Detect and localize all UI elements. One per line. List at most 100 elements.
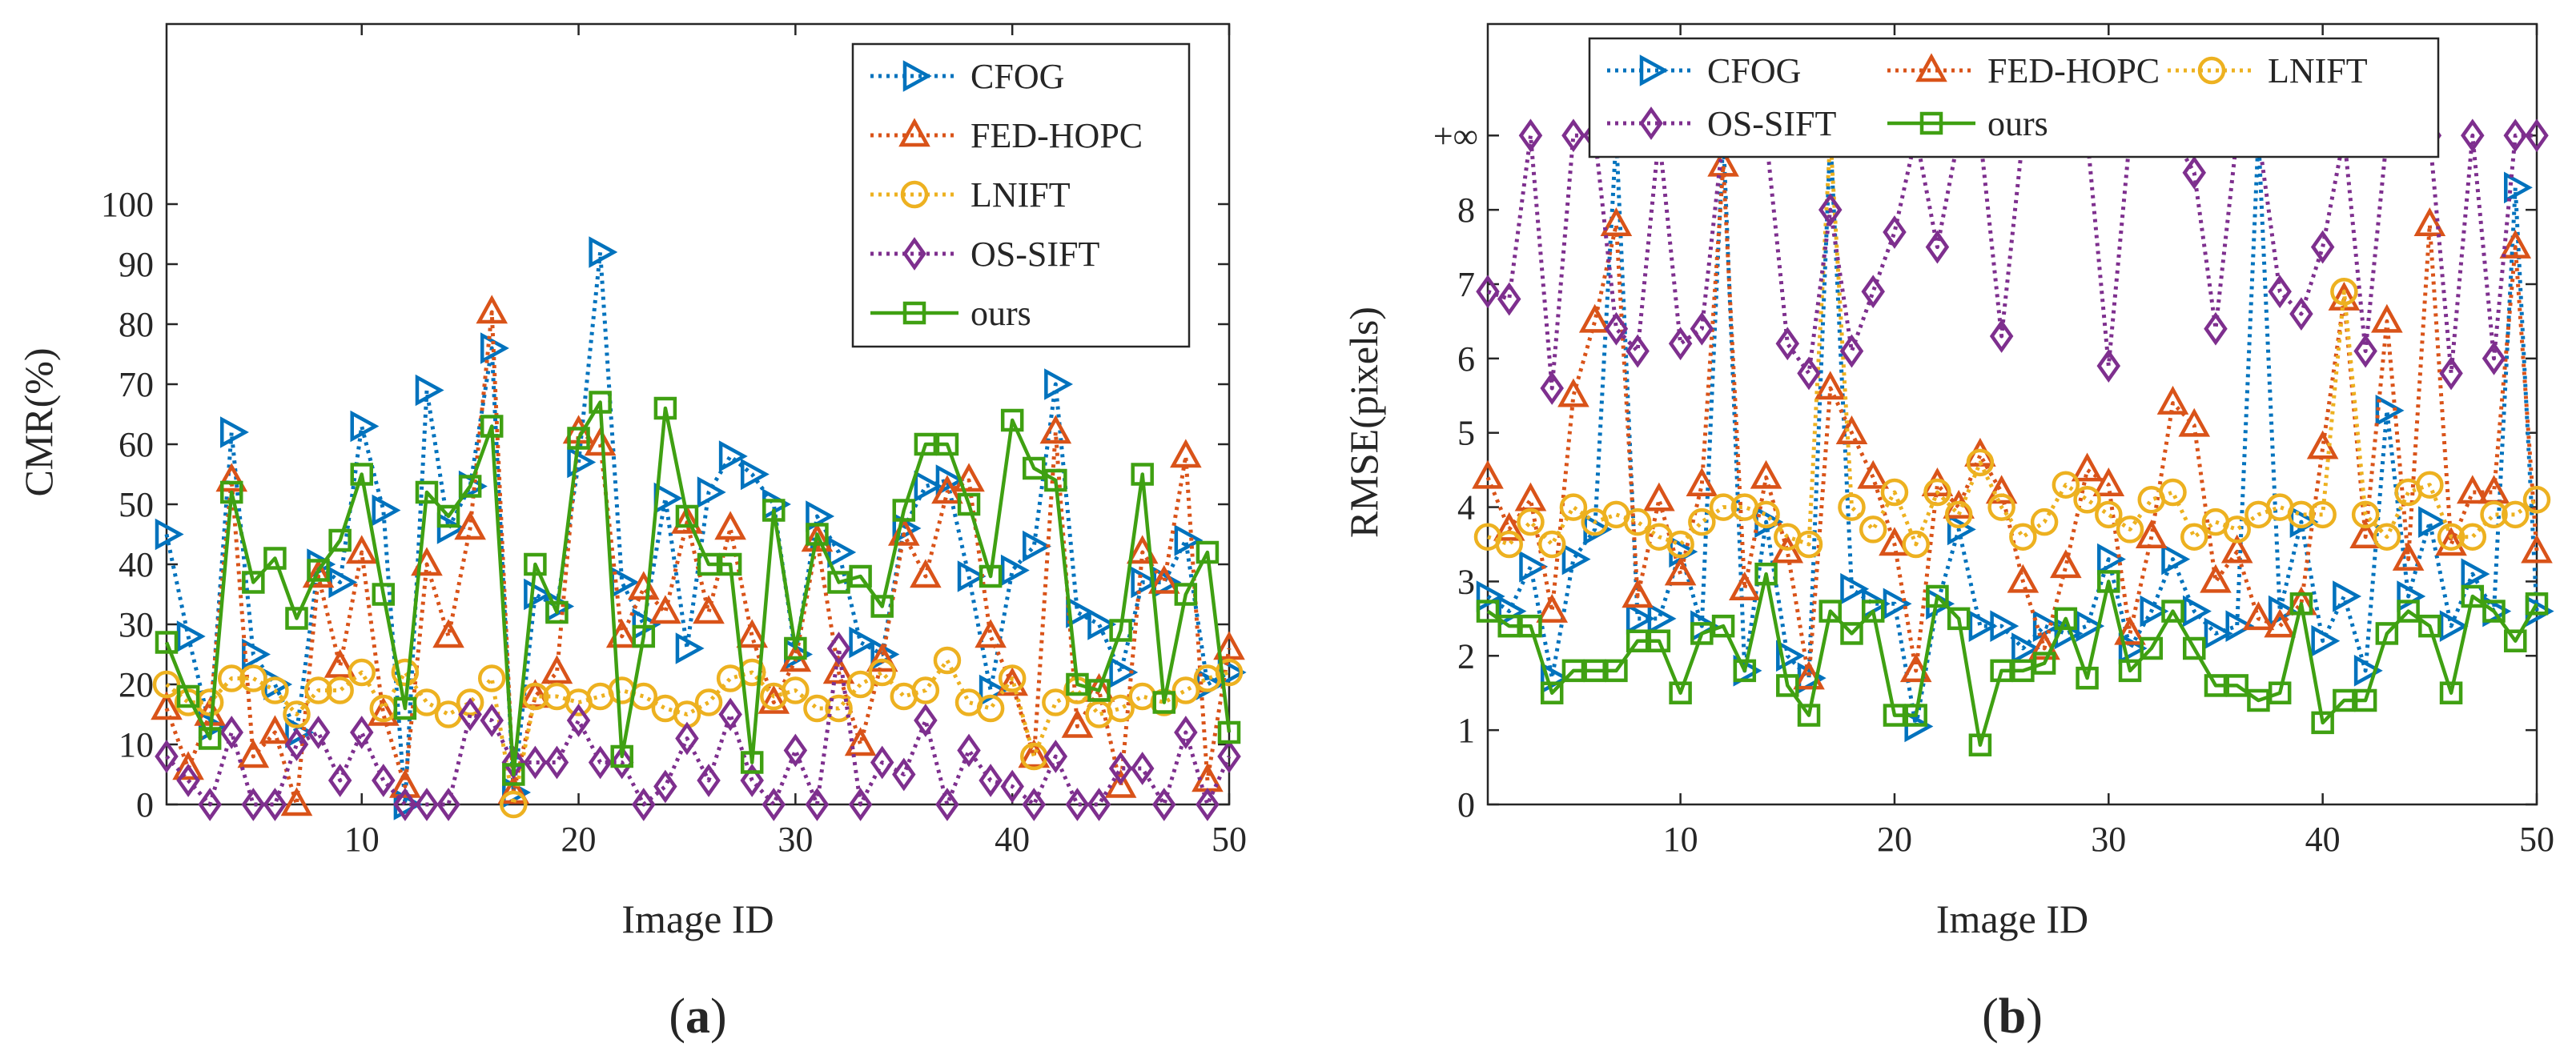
legend-item-cfog: CFOG <box>1607 51 1801 90</box>
data-point-lnift <box>1042 688 1070 716</box>
y-tick-label: 60 <box>119 425 154 464</box>
data-point-ours <box>1561 659 1585 683</box>
legend-item-os-sift: OS-SIFT <box>870 235 1099 274</box>
data-point-cfog <box>1044 368 1074 400</box>
data-point-ours <box>1217 720 1241 744</box>
data-point-ours <box>718 552 742 576</box>
x-axis-title: Image ID <box>1936 897 2088 941</box>
data-point-cfog <box>219 416 249 448</box>
data-point-cfog <box>914 470 943 503</box>
data-point-lnift <box>456 688 484 716</box>
y-tick-label: 70 <box>119 365 154 404</box>
data-point-ours <box>176 684 200 708</box>
data-point-ours <box>393 696 417 720</box>
data-point-os-sift <box>588 745 613 780</box>
data-point-fed-hopc <box>1643 482 1675 511</box>
data-point-fed-hopc <box>1622 579 1654 608</box>
data-point-lnift <box>998 664 1027 692</box>
data-point-cfog <box>2439 610 2469 642</box>
data-point-fed-hopc <box>2007 564 2040 593</box>
data-point-os-sift <box>1883 215 1907 249</box>
data-point-cfog <box>1131 566 1160 599</box>
data-point-ours <box>2161 600 2184 623</box>
data-point-fed-hopc <box>2413 207 2446 236</box>
legend-label: ours <box>1987 104 2048 143</box>
legend-item-lnift: LNIFT <box>2168 51 2368 90</box>
data-point-fed-hopc <box>2092 467 2125 496</box>
data-point-lnift <box>2330 278 2358 306</box>
data-point-ours <box>545 600 569 624</box>
data-point-fed-hopc <box>975 619 1007 648</box>
data-point-os-sift <box>372 764 396 797</box>
data-point-ours <box>1968 733 1992 756</box>
data-point-cfog <box>1519 551 1549 583</box>
data-point-os-sift <box>1518 118 1543 153</box>
data-point-os-sift <box>697 764 721 797</box>
legend-box <box>851 42 1191 348</box>
data-point-cfog <box>2353 655 2383 687</box>
data-point-os-sift <box>219 716 243 749</box>
data-point-ours <box>242 571 265 594</box>
data-point-cfog <box>1947 513 1976 546</box>
data-point-os-sift <box>957 733 981 768</box>
data-point-ours <box>263 547 287 570</box>
data-point-ours <box>1818 600 1843 623</box>
data-point-ours <box>827 571 850 594</box>
data-point-os-sift <box>1861 275 1885 309</box>
y-tick-label: 10 <box>119 725 154 764</box>
data-point-ours <box>155 631 179 654</box>
chart-a: 10 20 30 40 50 0 10 20 30 40 50 60 70 80 90 100 Image ID… <box>16 22 1247 1044</box>
data-point-fed-hopc <box>996 667 1028 696</box>
x-tick-label: 10 <box>344 820 380 859</box>
data-point-lnift <box>2159 478 2187 507</box>
legend-marker <box>898 118 930 147</box>
data-point-ours <box>1497 614 1521 638</box>
data-point-os-sift <box>1604 311 1629 346</box>
data-point-os-sift <box>176 764 200 797</box>
data-point-lnift <box>846 670 874 699</box>
data-point-fed-hopc <box>1039 415 1072 444</box>
legend: CFOG FED-HOPC LNIFT OS-SIFT ours <box>1588 37 2440 158</box>
data-point-os-sift <box>1797 356 1821 391</box>
data-point-fed-hopc <box>1664 556 1697 586</box>
data-point-cfog <box>2140 595 2169 628</box>
data-point-ours <box>328 528 352 552</box>
data-point-ours <box>2504 629 2527 652</box>
data-point-fed-hopc <box>1104 768 1137 798</box>
x-tick-label: 20 <box>1877 820 1912 859</box>
series-lnift <box>152 646 1244 819</box>
data-point-ours <box>914 432 938 456</box>
data-point-fed-hopc <box>2220 534 2253 564</box>
data-point-fed-hopc <box>2242 601 2275 631</box>
data-point-lnift <box>1215 658 1244 687</box>
data-point-fed-hopc <box>172 751 204 780</box>
data-point-ours <box>2054 607 2078 631</box>
data-point-ours <box>219 480 243 504</box>
data-point-os-sift <box>979 764 1003 797</box>
data-point-cfog <box>1647 603 1677 635</box>
data-point-fed-hopc <box>671 504 703 534</box>
data-point-lnift <box>782 676 810 704</box>
data-point-lnift <box>694 688 723 716</box>
data-point-fed-hopc <box>2264 608 2296 638</box>
legend-label: ours <box>971 294 1031 333</box>
data-point-os-sift <box>1690 311 1714 346</box>
data-point-ours <box>957 492 981 516</box>
data-point-cfog <box>589 236 618 268</box>
data-point-ours <box>2482 600 2506 623</box>
data-point-cfog <box>2032 610 2062 642</box>
data-point-fed-hopc <box>476 295 508 324</box>
data-point-lnift <box>2073 486 2101 514</box>
data-point-os-sift <box>675 721 699 756</box>
data-point-ours <box>1926 584 1949 608</box>
data-point-ours <box>979 564 1003 588</box>
legend-marker <box>1919 111 1943 135</box>
data-point-fed-hopc <box>2499 229 2532 259</box>
data-point-cfog <box>2225 610 2255 642</box>
data-point-lnift <box>477 664 506 692</box>
data-point-cfog <box>675 632 705 664</box>
data-point-fed-hopc <box>1600 207 1633 236</box>
data-point-os-sift <box>2204 311 2228 346</box>
legend-marker <box>900 180 929 209</box>
